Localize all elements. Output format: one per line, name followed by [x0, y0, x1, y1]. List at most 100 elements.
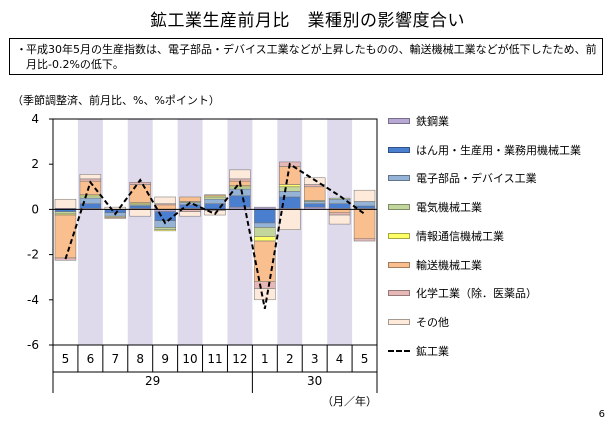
legend-label: 鉱工業	[416, 344, 449, 358]
bar-segment	[179, 196, 201, 202]
legend-swatch	[388, 118, 410, 124]
x-tick-label: 9	[161, 352, 169, 366]
note-bullet: ・	[16, 43, 27, 56]
legend-label: 鉄鋼業	[416, 115, 449, 128]
bar-segment	[54, 198, 77, 209]
y-tick-label: -2	[27, 248, 39, 262]
bar-segment	[328, 197, 351, 200]
legend-label: 輸送機械工業	[416, 258, 482, 272]
y-tick-label: 4	[31, 112, 39, 126]
shaded-column	[77, 119, 103, 345]
legend-swatch	[388, 318, 410, 325]
year-label: 29	[145, 374, 160, 388]
units-label: （季節調整済、前月比、%、%ポイント）	[12, 94, 220, 107]
bar-segment	[254, 227, 276, 237]
legend-swatch	[388, 261, 410, 268]
x-tick-label: 10	[182, 352, 197, 366]
bar-segment	[303, 203, 326, 208]
legend-label: 情報通信機械工業	[416, 229, 504, 243]
page-number: 6	[598, 409, 605, 420]
legend-item: 電気機械工業	[388, 200, 482, 214]
total-line	[64, 162, 366, 310]
bar-segment	[353, 201, 376, 207]
legend-item: その他	[388, 315, 449, 329]
bar-segment	[229, 195, 251, 208]
summary-note: ・ 平成30年5月の生産指数は、電子部品・デバイス工業などが上昇したものの、輸送…	[9, 38, 603, 75]
bar-segment	[54, 211, 77, 215]
shaded-column	[327, 119, 353, 345]
bar-segment	[254, 222, 276, 228]
legend-swatch	[388, 290, 410, 297]
legend-item: 輸送機械工業	[388, 258, 482, 272]
legend-item: 電子部品・デバイス工業	[388, 171, 537, 185]
bar-segment	[279, 184, 301, 188]
bar-segment	[279, 191, 301, 198]
y-tick-label: -4	[27, 293, 39, 307]
x-tick-label: 1	[261, 352, 269, 366]
bar-segment	[254, 209, 276, 224]
bar-segment	[279, 186, 301, 192]
bar-segment	[129, 209, 151, 217]
x-tick-label: 6	[87, 352, 95, 366]
bar-segment	[328, 203, 351, 209]
x-tick-label: 7	[111, 352, 119, 366]
x-tick-label: 3	[311, 352, 319, 366]
bar-segment	[353, 209, 376, 240]
x-tick-label: 12	[232, 352, 247, 366]
x-tick-label: 11	[207, 352, 222, 366]
legend-item: 情報通信機械工業	[388, 229, 504, 243]
note-text: 平成30年5月の生産指数は、電子部品・デバイス工業などが上昇したものの、輸送機械…	[26, 43, 597, 71]
bar-segment	[229, 169, 251, 180]
bar-segment	[79, 174, 102, 180]
bar-segment	[279, 166, 301, 185]
bar-segment	[129, 182, 151, 185]
legend-swatch	[388, 146, 410, 153]
legend-item: 鉱工業	[388, 344, 449, 358]
y-tick-label: -6	[27, 338, 39, 352]
legend-line-swatch	[388, 349, 410, 352]
bar-segment	[204, 196, 226, 200]
bar-segment	[154, 229, 176, 232]
bar-segment	[154, 227, 176, 230]
x-tick-label: 2	[286, 352, 294, 366]
legend-item: はん用・生産用・業務用機械工業	[388, 143, 581, 157]
bar-segment	[328, 214, 351, 225]
shaded-column	[227, 119, 253, 345]
legend-label: その他	[416, 315, 449, 329]
shaded-column	[127, 119, 153, 345]
x-tick-label: 4	[336, 352, 344, 366]
y-tick-label: 2	[31, 157, 39, 171]
bar-segment	[154, 196, 176, 205]
bar-segment	[328, 212, 351, 216]
bar-segment	[303, 201, 326, 205]
legend-swatch	[388, 175, 410, 182]
shaded-column	[277, 119, 303, 345]
bar-segment	[353, 189, 376, 202]
legend-item: 化学工業（除．医薬品）	[388, 286, 537, 300]
bar-segment	[179, 211, 201, 217]
page-title: 鉱工業生産前月比 業種別の影響度合い	[150, 11, 465, 31]
bar-segment	[79, 195, 102, 199]
x-tick-label: 5	[62, 352, 70, 366]
bar-segment	[254, 236, 276, 242]
shaded-column	[177, 119, 203, 345]
legend-label: 化学工業（除．医薬品）	[416, 287, 537, 301]
bar-segment	[353, 238, 376, 242]
bar-segment	[154, 211, 176, 221]
bar-segment	[204, 198, 226, 204]
x-axis-label: （月／年）	[322, 394, 377, 408]
plot-border	[52, 118, 378, 346]
bar-segment	[54, 214, 77, 259]
y-tick-label: 0	[31, 202, 39, 216]
bar-segment	[303, 186, 326, 201]
legend-label: 電気機械工業	[416, 201, 482, 215]
bar-segment	[328, 209, 351, 214]
legend-label: 電子部品・デバイス工業	[416, 172, 537, 186]
bar-segment	[204, 194, 226, 197]
x-tick-label: 5	[361, 352, 369, 366]
legend-swatch	[388, 232, 410, 239]
x-tick-label: 8	[136, 352, 144, 366]
legend-swatch	[388, 204, 410, 211]
bar-segment	[129, 205, 151, 209]
legend-item: 鉄鋼業	[388, 114, 449, 128]
